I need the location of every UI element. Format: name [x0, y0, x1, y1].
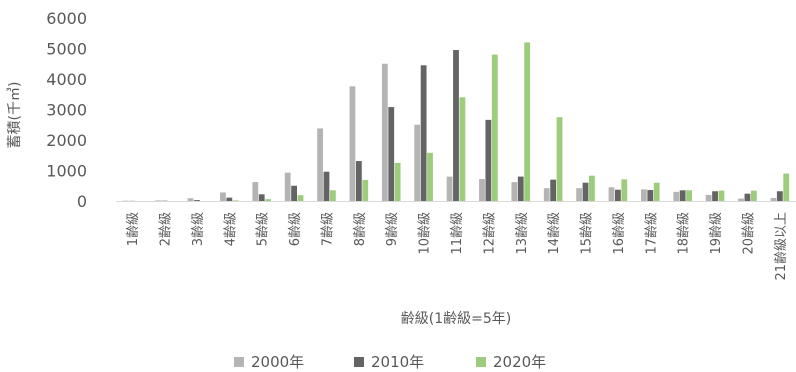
bar: [155, 200, 162, 201]
y-tick-label: 4000: [46, 70, 87, 89]
bar: [589, 175, 595, 201]
bar: [686, 190, 692, 201]
bar: [621, 179, 628, 201]
y-tick-label: 6000: [46, 9, 87, 28]
bar: [750, 190, 757, 201]
bar: [420, 65, 427, 201]
x-tick-label: 11齢級: [450, 212, 465, 255]
bar: [511, 182, 518, 201]
y-tick-label: 0: [77, 192, 87, 211]
bar: [653, 182, 660, 201]
x-tick-label: 13齢級: [515, 212, 530, 255]
legend-label: 2000年: [251, 353, 304, 371]
x-tick-label: 17齢級: [644, 212, 659, 255]
bar: [258, 194, 265, 201]
bar: [673, 191, 680, 201]
bar: [705, 194, 712, 201]
legend-swatch: [354, 357, 364, 367]
bar: [517, 176, 524, 201]
x-tick-label: 9齢級: [385, 212, 400, 246]
bar: [388, 107, 395, 201]
bar: [459, 97, 466, 201]
y-tick-label: 3000: [46, 101, 87, 120]
bar: [291, 185, 297, 201]
bar: [355, 161, 362, 201]
bar: [640, 189, 647, 201]
bar: [297, 195, 304, 201]
bars: [122, 42, 790, 202]
bar: [265, 199, 272, 201]
bar: [220, 192, 226, 201]
bar: [543, 188, 550, 201]
bar: [414, 124, 421, 201]
x-tick-label: 6齢級: [288, 212, 303, 246]
x-tick-label: 8齢級: [353, 212, 368, 246]
bar: [323, 171, 330, 201]
legend-label: 2010年: [371, 353, 424, 371]
bar: [329, 190, 336, 201]
bar: [284, 172, 291, 201]
y-tick-label: 1000: [46, 162, 87, 181]
bar: [718, 190, 725, 201]
y-tick-label: 5000: [46, 40, 87, 59]
x-tick-label: 2齢級: [159, 212, 174, 246]
legend-swatch: [476, 357, 486, 367]
bar: [394, 162, 401, 202]
bar: [576, 188, 583, 201]
x-tick-label: 10齢級: [418, 212, 433, 255]
bar: [317, 128, 323, 201]
legend-swatch: [234, 357, 244, 367]
bar: [232, 200, 239, 201]
x-tick-label: 7齢級: [321, 212, 336, 246]
x-tick-label: 16齢級: [612, 212, 627, 255]
bar: [362, 179, 369, 201]
x-tick-label: 14齢級: [547, 212, 562, 255]
legend: 2000年 2010年 2020年: [234, 353, 546, 371]
bar: [252, 182, 259, 201]
x-tick-label: 4齢級: [223, 212, 238, 246]
bar: [738, 198, 744, 201]
x-tick-label: 1齢級: [126, 212, 141, 246]
bar: [453, 50, 459, 201]
bar: [194, 200, 200, 201]
x-tick-label: 19齢級: [709, 212, 724, 255]
bar: [776, 191, 783, 201]
bar: [556, 117, 563, 202]
bar: [744, 193, 751, 201]
bar: [491, 54, 498, 201]
x-tick-label: 18齢級: [677, 212, 692, 255]
y-axis-ticks: 0 1000 2000 3000 4000 5000 6000: [46, 9, 87, 211]
x-tick-label: 15齢級: [580, 212, 595, 255]
bar: [770, 197, 777, 201]
bar: [427, 152, 433, 201]
bar: [608, 187, 615, 201]
x-tick-label: 3齢級: [191, 212, 206, 246]
bar: [479, 179, 485, 201]
legend-label: 2020年: [493, 353, 546, 371]
x-tick-label: 20齢級: [741, 212, 756, 255]
bar: [524, 42, 531, 202]
bar: [226, 197, 233, 201]
x-axis-title: 齢級(1齢級=5年): [401, 311, 511, 327]
bar: [485, 119, 492, 201]
bar: [783, 173, 790, 201]
bar: [381, 63, 388, 201]
bar: [349, 86, 356, 201]
bar: [679, 190, 686, 201]
bar: [550, 179, 557, 201]
bar: [582, 182, 589, 201]
bar: [647, 190, 654, 201]
y-tick-label: 2000: [46, 131, 87, 150]
x-axis-categories: 1齢級 2齢級 3齢級 4齢級 5齢級 6齢級 7齢級 8齢級 9齢級 10齢級 11齢級 12齢級 1…: [126, 212, 789, 281]
y-axis-title: 蓄積(千㎥): [7, 82, 23, 149]
x-tick-label: 12齢級: [482, 212, 497, 255]
bar: [712, 191, 718, 201]
x-tick-label: 5齢級: [256, 212, 271, 246]
bar: [187, 198, 194, 201]
bar: [615, 189, 621, 201]
x-tick-label: 21齢級以上: [774, 212, 789, 281]
bar: [446, 176, 453, 201]
